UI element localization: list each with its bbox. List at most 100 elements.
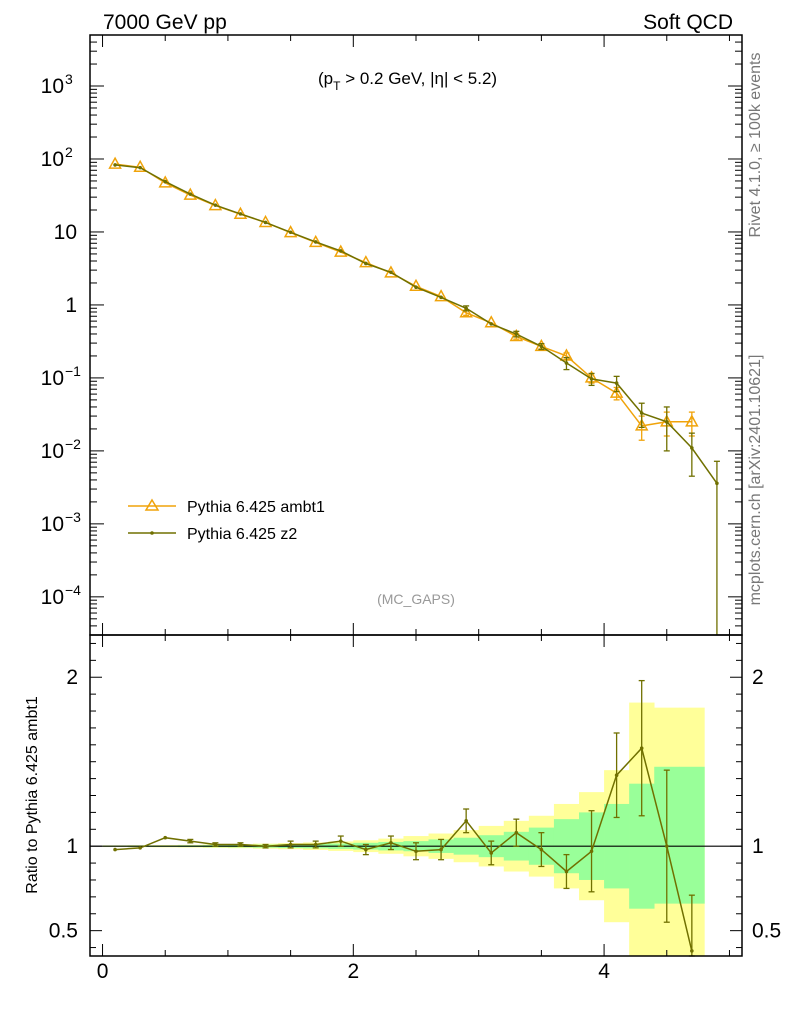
ratio-z2-point <box>389 841 393 845</box>
ratio-band-green <box>679 766 705 904</box>
ratio-xtick-label: 4 <box>598 960 610 983</box>
ratio-xtick-label: 0 <box>97 960 109 983</box>
main-ytick-exponent: −4 <box>65 582 81 598</box>
z2-point <box>690 446 694 450</box>
z2-point <box>188 192 193 196</box>
ratio-z2-point <box>639 746 644 750</box>
rivet-label: Rivet 4.1.0, ≥ 100k events <box>747 53 764 238</box>
main-ytick-exponent: 3 <box>65 71 73 87</box>
main-ytick-exponent: −3 <box>65 509 81 525</box>
ambt1-point <box>334 244 348 257</box>
ratio-z2-point <box>489 851 494 855</box>
main-ytick-label: 10 <box>54 221 77 244</box>
main-frame <box>89 34 743 636</box>
ambt1-point <box>158 175 172 188</box>
ambt1-line <box>115 163 692 427</box>
legend-z2-label: Pythia 6.425 z2 <box>187 526 297 543</box>
main-ytick-label: 10 <box>41 586 64 609</box>
ratio-z2-point <box>288 842 293 847</box>
ratio-z2-point <box>690 949 694 953</box>
ratio-z2-point <box>539 847 544 852</box>
ratio-z2-point <box>138 846 142 850</box>
main-ytick-label: 10 <box>41 513 64 536</box>
ratio-ytick-label-right: 2 <box>752 666 764 689</box>
mcplots-label: mcplots.cern.ch [arXiv:2401.10621] <box>747 355 764 606</box>
z2-point <box>288 230 293 235</box>
z2-point <box>414 285 418 290</box>
z2-point <box>313 240 318 244</box>
cut-label: (pT > 0.2 GeV, |η| < 5.2) <box>318 69 497 93</box>
ratio-z2-point <box>414 849 418 854</box>
ratio-z2-point <box>564 869 569 874</box>
main-ytick-exponent: 2 <box>65 144 73 160</box>
z2-point <box>163 179 168 184</box>
z2-point <box>213 203 218 207</box>
ratio-panel: 0 2 4 0.5 0.5 1 1 2 2 <box>49 634 781 983</box>
ratio-ticks: 0 2 4 0.5 0.5 1 1 2 2 <box>49 635 781 983</box>
main-ytick-label: 10 <box>41 440 64 463</box>
ratio-z2-point <box>514 830 519 835</box>
ratio-z2-point <box>313 842 318 847</box>
ambt1-point <box>108 156 122 169</box>
ambt1-point <box>183 187 198 200</box>
z2-line <box>115 164 718 484</box>
main-ytick-exponent: −2 <box>65 436 81 452</box>
ratio-ytick-label: 2 <box>66 666 78 689</box>
z2-point <box>138 165 142 170</box>
ratio-z2-line <box>115 746 693 952</box>
z2-point <box>113 163 117 167</box>
z2-point <box>514 332 519 336</box>
ratio-z2-point <box>614 773 619 778</box>
z2-point <box>364 261 368 266</box>
ratio-ytick-label: 0.5 <box>49 920 78 943</box>
ratio-z2-point <box>664 844 669 848</box>
header-right: Soft QCD <box>643 11 733 34</box>
ratio-content <box>90 679 742 957</box>
z2-point <box>564 361 569 365</box>
ratio-z2-point <box>163 835 168 840</box>
z2-point <box>464 306 468 311</box>
header-left: 7000 GeV pp <box>103 11 227 34</box>
ambt1-point <box>685 414 699 427</box>
main-ytick-label: 1 <box>65 294 77 317</box>
main-content <box>108 156 720 635</box>
z2-point <box>389 270 393 275</box>
watermark: (MC_GAPS) <box>377 591 455 607</box>
ratio-z2-point <box>589 849 594 854</box>
ratio-z2-point <box>188 839 193 843</box>
z2-point <box>639 411 644 415</box>
legend: Pythia 6.425 ambt1 Pythia 6.425 z2 <box>128 498 325 543</box>
ratio-ylabel: Ratio to Pythia 6.425 ambt1 <box>24 696 41 894</box>
ambt1-point <box>634 418 649 431</box>
ratio-z2-point <box>464 819 468 823</box>
z2-point <box>664 420 669 424</box>
main-ytick-label: 10 <box>41 75 64 98</box>
ratio-z2-point <box>113 847 117 852</box>
legend-z2-marker <box>150 531 154 535</box>
ratio-ytick-label: 1 <box>66 835 78 858</box>
z2-point <box>338 249 343 253</box>
z2-point <box>589 377 594 381</box>
legend-ambt1-marker <box>144 498 160 511</box>
ambt1-point <box>459 305 473 318</box>
legend-ambt1-label: Pythia 6.425 ambt1 <box>187 499 325 516</box>
ratio-ytick-label-right: 1 <box>752 835 764 858</box>
main-ytick-label: 10 <box>41 367 64 390</box>
ratio-z2-point <box>338 839 343 843</box>
z2-point <box>614 381 619 385</box>
z2-point <box>439 295 443 300</box>
ratio-z2-point <box>439 847 443 852</box>
ratio-ytick-label-right: 0.5 <box>752 920 781 943</box>
z2-point <box>489 322 494 326</box>
z2-point <box>715 481 719 486</box>
main-ytick-label: 10 <box>41 148 64 171</box>
ratio-z2-point <box>213 842 218 847</box>
main-ytick-exponent: −1 <box>65 363 81 379</box>
ambt1-point <box>133 159 147 173</box>
z2-point <box>263 220 268 225</box>
ratio-z2-point <box>263 844 268 848</box>
ratio-z2-point <box>238 842 243 847</box>
ratio-xtick-label: 2 <box>347 960 359 983</box>
